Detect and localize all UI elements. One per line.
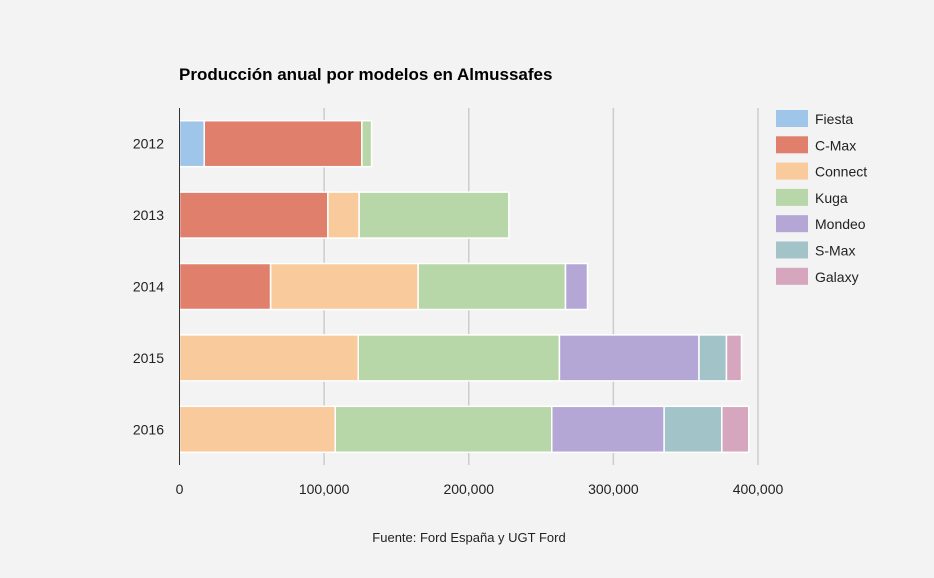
bar-segment-connect-2015 xyxy=(178,334,360,382)
bar-segment-galaxy-2015 xyxy=(725,334,743,382)
bar-segment-mondeo-2016 xyxy=(551,405,665,454)
bar-segment-connect-2013 xyxy=(327,191,360,239)
y-tick-label: 2014 xyxy=(133,279,164,295)
legend: Fiesta C-Max Connect Kuga Mondeo S-Max Galaxy xyxy=(776,110,867,285)
source-note: Fuente: Ford España y UGT Ford xyxy=(372,530,565,545)
chart-title: Producción anual por modelos en Almussaf… xyxy=(179,65,552,84)
x-tick-label: 200,000 xyxy=(443,481,494,497)
bars xyxy=(178,119,750,454)
y-tick-label: 2012 xyxy=(133,136,164,152)
legend-swatch-kuga xyxy=(776,188,808,206)
y-tick-label: 2016 xyxy=(133,421,164,437)
legend-label: Connect xyxy=(815,164,867,180)
bar-segment-mondeo-2014 xyxy=(564,262,589,311)
bar-segment-s-max-2015 xyxy=(698,334,728,382)
bar-segment-c-max-2014 xyxy=(178,262,272,311)
legend-label: Galaxy xyxy=(815,269,859,285)
bar-segment-kuga-2012 xyxy=(361,119,373,168)
bar-segment-kuga-2016 xyxy=(334,405,553,454)
y-tick-label: 2013 xyxy=(133,207,164,223)
legend-label: Kuga xyxy=(815,190,848,206)
bar-segment-connect-2016 xyxy=(178,405,337,454)
bar-segment-mondeo-2015 xyxy=(558,334,700,382)
bar-segment-kuga-2013 xyxy=(358,191,510,239)
legend-swatch-s-max xyxy=(776,241,808,259)
bar-segment-galaxy-2016 xyxy=(721,405,750,454)
legend-label: C-Max xyxy=(815,137,856,153)
legend-swatch-fiesta xyxy=(776,110,808,127)
y-tick-label: 2015 xyxy=(133,350,164,366)
bar-segment-kuga-2014 xyxy=(417,262,567,311)
x-axis-labels: 0 100,000 200,000 300,000 400,000 xyxy=(176,481,784,497)
x-tick-label: 300,000 xyxy=(588,481,639,497)
x-tick-label: 100,000 xyxy=(299,481,350,497)
legend-swatch-mondeo xyxy=(776,215,808,233)
bar-segment-connect-2014 xyxy=(269,262,419,311)
legend-label: S-Max xyxy=(815,243,855,259)
x-tick-label: 0 xyxy=(176,481,184,497)
legend-swatch-c-max xyxy=(776,136,808,154)
bar-segment-kuga-2015 xyxy=(357,334,561,382)
y-axis-labels: 2012 2013 2014 2015 2016 xyxy=(133,136,164,438)
legend-label: Fiesta xyxy=(815,111,853,127)
x-tick-label: 400,000 xyxy=(733,481,784,497)
bar-segment-fiesta-2012 xyxy=(178,119,205,168)
bar-segment-c-max-2013 xyxy=(178,191,329,239)
bar-segment-c-max-2012 xyxy=(203,119,363,168)
legend-swatch-galaxy xyxy=(776,267,808,285)
legend-swatch-connect xyxy=(776,162,808,180)
legend-label: Mondeo xyxy=(815,216,866,232)
bar-segment-s-max-2016 xyxy=(663,405,723,454)
